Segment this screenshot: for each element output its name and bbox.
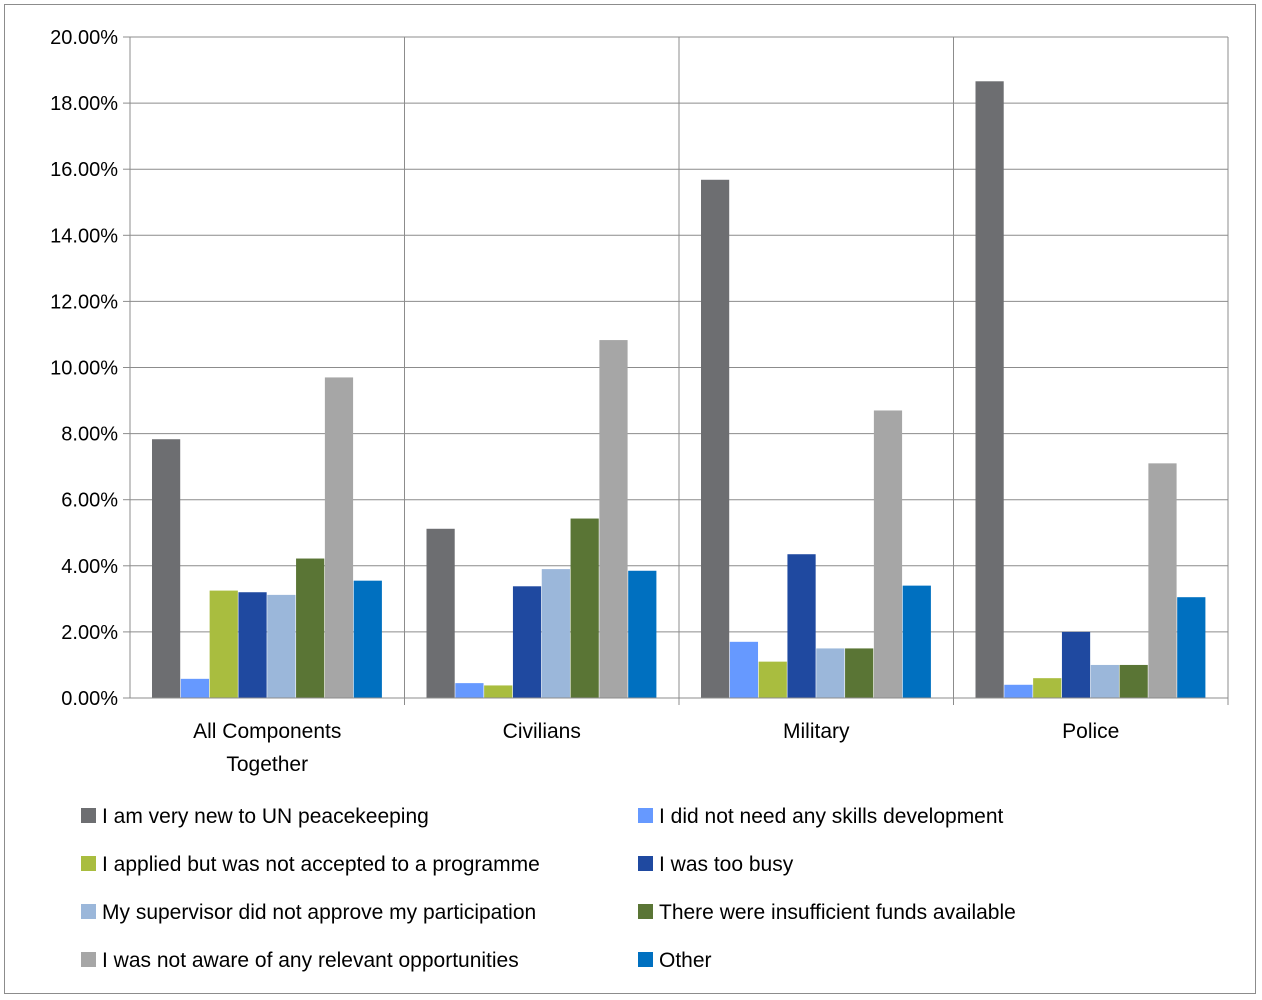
bar bbox=[1061, 631, 1091, 698]
x-tick-label: Military bbox=[783, 720, 850, 743]
bar bbox=[975, 81, 1004, 699]
legend-swatch bbox=[638, 952, 653, 967]
bar bbox=[296, 558, 325, 698]
bar bbox=[484, 685, 513, 698]
legend-entry: I am very new to UN peacekeeping bbox=[102, 805, 429, 828]
bar bbox=[570, 518, 599, 698]
bar bbox=[787, 554, 816, 698]
chart-frame: 0.00% 2.00% 4.00% 6.00% 8.00% 10.00% 12.00% 14.… bbox=[4, 4, 1256, 994]
legend-entry: Other bbox=[659, 949, 712, 972]
legend-swatch bbox=[638, 904, 653, 919]
chart-svg: 0.00% 2.00% 4.00% 6.00% 8.00% 10.00% 12.00% 14.… bbox=[50, 27, 1229, 972]
bar bbox=[180, 678, 210, 698]
y-tick-label: 18.00% bbox=[50, 93, 118, 115]
axes: 0.00% 2.00% 4.00% 6.00% 8.00% 10.00% 12.00% 14.… bbox=[50, 27, 1228, 776]
legend: I am very new to UN peacekeeping I did no… bbox=[81, 805, 1016, 972]
y-tick-label: 16.00% bbox=[50, 159, 118, 181]
legend-entry: I applied but was not accepted to a prog… bbox=[102, 853, 540, 876]
bars bbox=[152, 81, 1206, 699]
legend-entry: There were insufficient funds available bbox=[659, 901, 1016, 924]
legend-swatch bbox=[638, 808, 653, 823]
legend-swatch bbox=[81, 808, 96, 823]
bar bbox=[873, 410, 903, 698]
bar bbox=[758, 661, 787, 698]
legend-entry: I did not need any skills development bbox=[659, 805, 1004, 828]
bar bbox=[426, 528, 455, 698]
y-tick-label: 8.00% bbox=[61, 424, 118, 446]
legend-swatch bbox=[81, 904, 96, 919]
bar bbox=[628, 570, 657, 698]
bar bbox=[729, 641, 759, 698]
bar bbox=[845, 648, 874, 698]
bar bbox=[541, 569, 570, 698]
bar bbox=[599, 340, 628, 698]
y-tick-label: 14.00% bbox=[50, 225, 118, 247]
bar bbox=[1148, 463, 1177, 698]
y-tick-label: 6.00% bbox=[61, 490, 118, 512]
bar bbox=[324, 377, 354, 698]
legend-entry: I was not aware of any relevant opportun… bbox=[102, 949, 519, 972]
bar bbox=[1177, 597, 1206, 698]
y-tick-label: 2.00% bbox=[61, 622, 118, 644]
y-tick-label: 0.00% bbox=[61, 688, 118, 710]
y-tick-label: 20.00% bbox=[50, 27, 118, 49]
bar bbox=[512, 586, 542, 698]
legend-entry: I was too busy bbox=[659, 853, 794, 876]
bar bbox=[816, 648, 845, 698]
bar bbox=[238, 592, 267, 698]
legend-swatch bbox=[638, 856, 653, 871]
bar bbox=[1090, 664, 1119, 698]
x-tick-label: All Components bbox=[193, 720, 341, 743]
bar bbox=[267, 594, 296, 698]
bar bbox=[701, 179, 730, 698]
bar bbox=[152, 439, 181, 698]
bar bbox=[353, 580, 382, 698]
y-tick-label: 10.00% bbox=[50, 358, 118, 380]
bar bbox=[1004, 684, 1033, 698]
x-tick-label: Police bbox=[1062, 720, 1119, 743]
bar bbox=[902, 585, 931, 698]
bar bbox=[209, 590, 238, 698]
y-tick-label: 4.00% bbox=[61, 556, 118, 578]
legend-swatch bbox=[81, 856, 96, 871]
bar bbox=[1033, 678, 1062, 698]
legend-entry: My supervisor did not approve my partici… bbox=[102, 901, 536, 924]
legend-swatch bbox=[81, 952, 96, 967]
x-tick-label: Together bbox=[226, 753, 308, 776]
bar bbox=[1119, 664, 1148, 698]
x-tick-label: Civilians bbox=[503, 720, 581, 743]
y-tick-label: 12.00% bbox=[50, 291, 118, 313]
bar bbox=[455, 683, 484, 698]
